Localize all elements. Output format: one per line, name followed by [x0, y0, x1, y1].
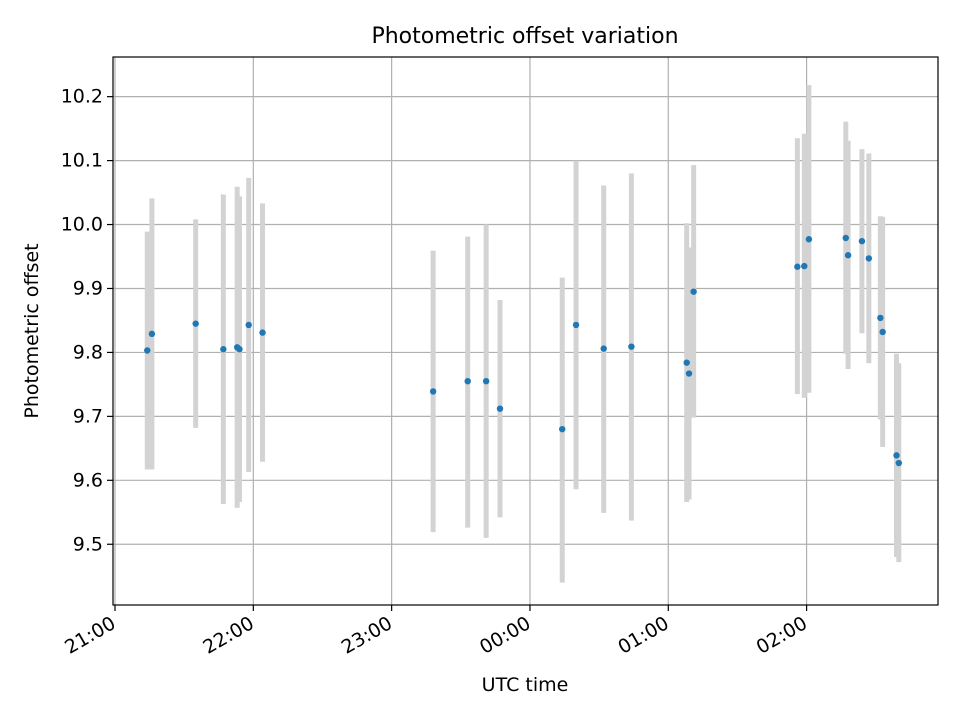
data-point — [496, 405, 504, 412]
data-point — [559, 425, 566, 433]
data-point — [879, 328, 886, 336]
y-tick-label: 10.0 — [61, 214, 103, 236]
data-point — [482, 377, 490, 385]
data-point — [572, 321, 580, 329]
data-point — [429, 388, 437, 395]
data-point — [685, 370, 693, 377]
data-point — [842, 234, 849, 242]
x-axis-label: UTC time — [482, 674, 569, 696]
data-point — [245, 321, 252, 329]
y-tick-label: 9.8 — [73, 341, 103, 363]
data-point — [690, 288, 697, 295]
y-axis-label: Photometric offset — [21, 243, 43, 418]
y-tick-label: 9.9 — [73, 277, 103, 299]
data-point — [236, 346, 243, 353]
y-tick-label: 10.1 — [61, 150, 103, 172]
y-tick-label: 9.5 — [73, 533, 103, 555]
data-point — [844, 252, 852, 259]
data-point — [220, 346, 227, 353]
y-tick-label: 9.6 — [73, 469, 103, 491]
data-point — [259, 329, 266, 336]
y-tick-label: 10.2 — [61, 86, 103, 108]
data-point — [144, 347, 151, 354]
y-axis-ticks: 9.5 9.6 9.7 9.8 9.9 10.0 10.1 10.2 — [61, 86, 113, 555]
data-point — [893, 452, 900, 459]
plot-frame — [112, 56, 939, 606]
data-points — [144, 234, 903, 467]
data-point — [148, 330, 156, 338]
data-point — [805, 236, 813, 243]
data-point — [865, 255, 873, 262]
chart-title: Photometric offset variation — [371, 24, 678, 49]
data-point — [600, 345, 607, 352]
data-point — [801, 262, 808, 270]
data-point — [858, 237, 866, 245]
data-point — [683, 359, 690, 366]
y-tick-label: 9.7 — [73, 405, 103, 427]
data-point — [628, 343, 635, 350]
data-point — [895, 459, 903, 467]
data-point — [794, 263, 801, 270]
data-point — [192, 320, 199, 327]
data-point — [877, 314, 884, 322]
data-point — [464, 377, 471, 385]
